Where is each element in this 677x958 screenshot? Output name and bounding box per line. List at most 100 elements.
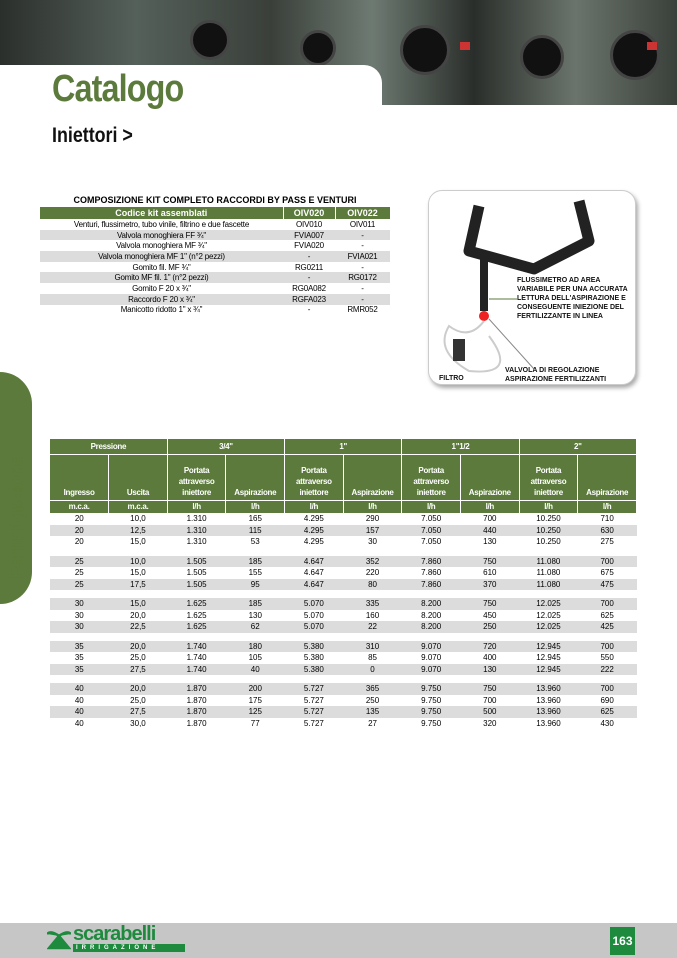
table-cell: 27 xyxy=(368,718,377,728)
table-row: 40 20,0 1.870 200 5.727 365 9.750 750 13.960 700 xyxy=(50,683,637,695)
brand-logo: scarabelli IRRIGAZIONE xyxy=(46,923,187,954)
table-cell: 440 xyxy=(460,524,520,536)
table-cell: 40 xyxy=(225,663,285,675)
table-cell: 20,0 xyxy=(130,610,146,620)
table-cell: 160 xyxy=(365,610,380,620)
table-cell: 7.860 xyxy=(421,568,442,578)
unit-header: l/h xyxy=(167,499,227,513)
table-cell: 12.025 xyxy=(519,621,578,633)
column-header: Uscita xyxy=(108,454,168,500)
table-cell: 30 xyxy=(50,598,109,610)
table-cell: 35 xyxy=(74,653,84,663)
table-cell: 710 xyxy=(600,514,614,524)
table-cell: 700 xyxy=(577,555,637,567)
table-cell: 10,0 xyxy=(108,555,168,567)
table-cell: 8.200 xyxy=(421,610,442,620)
table-row: 40 27,5 1.870 125 5.727 135 9.750 500 13.960 625 xyxy=(50,706,637,718)
table-cell: 77 xyxy=(250,718,260,728)
table-cell: FVIA021 xyxy=(335,251,390,262)
table-row: Venturi, flussimetro, tubo vinile, filtr… xyxy=(40,219,390,230)
table-cell: Valvola monoghiera MF 1" (n°2 pezzi) xyxy=(40,251,283,262)
table-cell: - xyxy=(361,262,364,272)
table-cell: Gomito F 20 x ¾" xyxy=(132,283,191,293)
table-cell: OIV011 xyxy=(349,219,376,229)
table-cell: 25 xyxy=(74,568,84,578)
table-cell: 1.505 xyxy=(167,555,226,567)
kit-column-header: Codice kit assemblati xyxy=(40,207,284,219)
table-cell: 4.295 xyxy=(284,524,344,536)
table-cell: 27,5 xyxy=(108,663,168,675)
table-row: Gomito fil. MF ¾" RG0211 - xyxy=(40,262,390,273)
table-cell: 5.727 xyxy=(284,683,344,695)
table-cell: 130 xyxy=(248,610,262,620)
table-cell: 11.080 xyxy=(536,568,561,578)
table-cell: 7.050 xyxy=(401,524,461,536)
table-row: 35 20,0 1.740 180 5.380 310 9.070 720 12.945 700 xyxy=(50,640,637,652)
injector-kit-image: FLUSSIMETRO AD AREA VARIABILE PER UNA AC… xyxy=(428,190,636,385)
brand-name: scarabelli xyxy=(73,923,156,945)
filter-label: FILTRO xyxy=(439,375,464,382)
table-cell: 10.250 xyxy=(519,524,578,536)
table-cell: 11.080 xyxy=(519,555,578,567)
table-cell: 222 xyxy=(577,663,637,675)
table-cell: 250 xyxy=(460,621,520,633)
table-cell: 30 xyxy=(74,610,84,620)
unit-header: l/h xyxy=(519,499,579,513)
table-cell: 12,5 xyxy=(108,524,168,536)
table-cell: 1.740 xyxy=(186,653,207,663)
table-cell: 10.250 xyxy=(536,514,561,524)
table-cell: 130 xyxy=(483,537,497,547)
table-cell: 5.727 xyxy=(303,695,324,705)
table-cell: 115 xyxy=(225,524,285,536)
table-cell: 700 xyxy=(577,598,637,610)
table-cell: 9.750 xyxy=(421,695,442,705)
kit-column-header: OIV020 xyxy=(283,207,336,219)
table-cell: 105 xyxy=(248,653,262,663)
table-cell: 720 xyxy=(460,640,520,652)
table-cell: RMR052 xyxy=(347,305,378,315)
table-cell: 12.025 xyxy=(519,598,578,610)
table-cell: 320 xyxy=(483,718,497,728)
table-cell: 22 xyxy=(343,621,402,633)
table-cell: 4.647 xyxy=(303,568,324,578)
table-cell: 12.025 xyxy=(536,610,561,620)
table-cell: 20,0 xyxy=(108,683,168,695)
table-cell: 15,0 xyxy=(108,598,168,610)
table-cell: 0 xyxy=(343,663,402,675)
table-row: Gomito MF fil. 1" (n°2 pezzi) - RG0172 xyxy=(40,272,390,284)
table-cell: - xyxy=(335,229,390,241)
table-cell: 1.870 xyxy=(186,695,207,705)
table-row: 40 30,0 1.870 77 5.727 27 9.750 320 13.960 430 xyxy=(50,718,637,730)
table-cell: 370 xyxy=(460,578,520,590)
table-cell: 700 xyxy=(577,683,637,695)
performance-table: Pressione 3/4" 1" 1"1/2 2" Ingresso Uscita Por… xyxy=(50,439,638,730)
table-cell: 13.960 xyxy=(519,683,578,695)
table-cell: 40 xyxy=(74,695,84,705)
table-cell: 9.750 xyxy=(421,718,442,728)
table-cell: Venturi, flussimetro, tubo vinile, filtr… xyxy=(73,219,250,229)
table-row: 30 20,0 1.625 130 5.070 160 8.200 450 12.025 625 xyxy=(50,610,637,622)
table-cell: 15,0 xyxy=(130,568,146,578)
table-cell: 4.647 xyxy=(284,578,344,590)
table-cell: 425 xyxy=(577,621,637,633)
table-cell: 185 xyxy=(225,598,285,610)
group-header: Pressione xyxy=(50,439,168,455)
table-cell: Valvola monoghiera MF ¾" xyxy=(116,241,207,251)
table-cell: 750 xyxy=(460,683,520,695)
table-row: Manicotto ridotto 1" x ¾" - RMR052 xyxy=(40,305,390,316)
table-cell: 1.870 xyxy=(186,718,207,728)
table-cell: - xyxy=(361,283,364,293)
table-cell: 7.050 xyxy=(421,537,442,547)
table-cell: 20 xyxy=(74,514,84,524)
table-cell: 5.380 xyxy=(284,640,344,652)
table-cell: Valvola monoghiera FF ¾" xyxy=(40,229,283,241)
table-cell: 1.870 xyxy=(167,706,226,718)
table-cell: 9.070 xyxy=(421,653,442,663)
group-spacer xyxy=(50,547,637,556)
section-tab-label: Fertirrigazione xyxy=(6,455,28,579)
table-cell: 5.070 xyxy=(284,598,344,610)
table-cell: 220 xyxy=(365,568,380,578)
table-cell: 1.870 xyxy=(167,683,226,695)
table-cell: 4.647 xyxy=(284,555,344,567)
table-cell: 20,0 xyxy=(108,640,168,652)
